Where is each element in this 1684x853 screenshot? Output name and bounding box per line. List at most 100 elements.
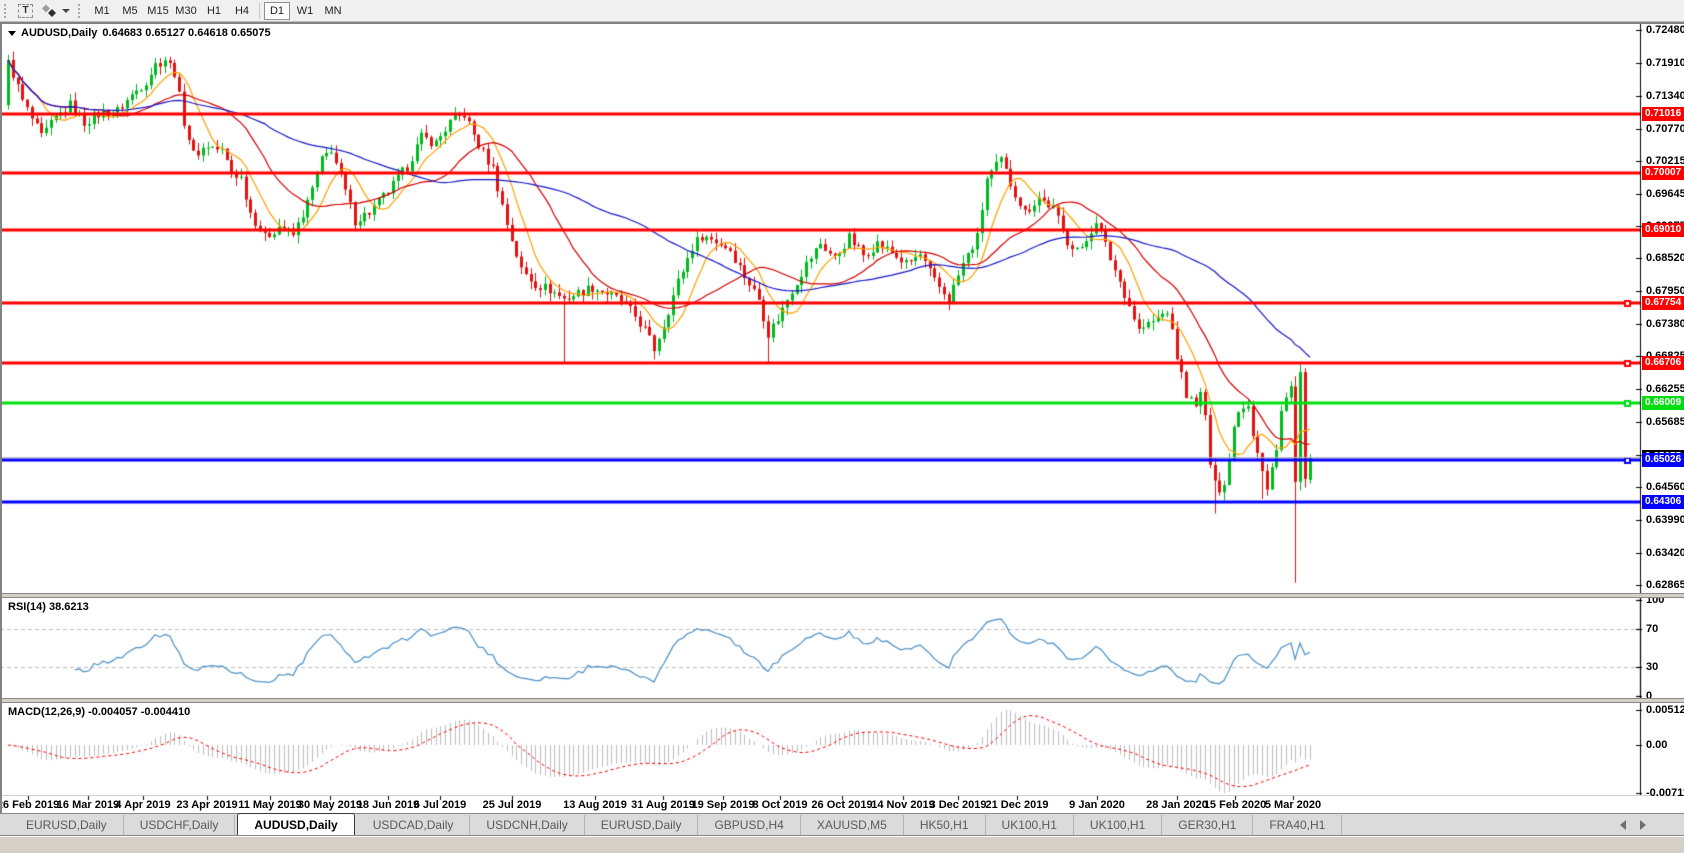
date-tick-label: 3 Dec 2019	[929, 799, 987, 811]
main-chart-canvas[interactable]	[0, 24, 1684, 593]
level-price-label: 0.66706	[1642, 356, 1684, 371]
timeframe-button-m1[interactable]: M1	[94, 4, 110, 17]
toolbar-grip-icon[interactable]	[78, 3, 82, 18]
macd-tick-label: -0.007111	[1646, 787, 1684, 799]
tab-uk100-h1[interactable]: UK100,H1	[1074, 815, 1163, 835]
symbol-period-label: AUDUSD,Daily	[21, 27, 98, 39]
text-tool-button[interactable]: T	[14, 1, 37, 21]
timeframe-button-w1[interactable]: W1	[296, 4, 314, 17]
level-price-label: 0.65026	[1642, 453, 1684, 468]
toolbar: T M1 M5 M15 M30 H1 H4 D1 W1 MN	[0, 0, 1684, 22]
date-tick-label: 4 Apr 2019	[115, 799, 171, 811]
level-price-label: 0.66009	[1642, 396, 1684, 411]
rsi-tick-label: 0	[1646, 690, 1653, 702]
timeframe-button-m30[interactable]: M30	[175, 4, 197, 17]
date-tick-label: 13 Aug 2019	[563, 799, 627, 811]
rsi-tick-label: 30	[1646, 661, 1659, 674]
tab-hk50-h1[interactable]: HK50,H1	[904, 815, 986, 835]
macd-tick-label: 0.005121	[1646, 704, 1684, 716]
date-tick-label: 31 Aug 2019	[631, 799, 695, 811]
tab-uk100-h1[interactable]: UK100,H1	[986, 815, 1074, 835]
chart-tab-bar: EURUSD,Daily USDCHF,Daily AUDUSD,Daily USDC…	[0, 813, 1684, 835]
level-price-label: 0.67754	[1642, 295, 1684, 310]
price-tick-label: 0.66255	[1646, 383, 1684, 396]
level-price-label: 0.71016	[1642, 107, 1684, 122]
timeframe-button-h4[interactable]: H4	[234, 4, 250, 17]
tab-eurusd-daily[interactable]: EURUSD,Daily	[585, 815, 699, 835]
scroll-tabs-right-icon[interactable]	[1640, 820, 1646, 830]
price-tick-label: 0.63420	[1646, 546, 1684, 559]
date-tick-label: 6 Jul 2019	[413, 799, 467, 811]
price-tick-label: 0.63990	[1646, 513, 1684, 526]
date-tick-label: 30 May 2019	[297, 799, 363, 811]
date-tick-label: 14 Nov 2019	[871, 799, 935, 811]
date-tick-label: 5 Mar 2020	[1264, 799, 1322, 811]
level-price-label: 0.70007	[1642, 165, 1684, 180]
tab-xauusd-m5[interactable]: XAUUSD,M5	[801, 815, 904, 835]
date-axis-canvas	[0, 796, 1684, 813]
text-tool-icon: T	[18, 3, 33, 18]
date-tick-label: 26 Oct 2019	[811, 799, 873, 811]
date-tick-label: 11 May 2019	[238, 799, 302, 811]
tab-gbpusd-h4[interactable]: GBPUSD,H4	[698, 815, 801, 835]
timeframe-button-m15[interactable]: M15	[147, 4, 169, 17]
price-tick-label: 0.67380	[1646, 318, 1684, 331]
date-tick-label: 16 Mar 2019	[56, 799, 120, 811]
date-tick-label: 28 Jan 2020	[1146, 799, 1208, 811]
dropdown-caret-icon	[62, 8, 70, 13]
tab-usdcad-daily[interactable]: USDCAD,Daily	[357, 815, 471, 835]
panel-splitter[interactable]	[0, 698, 1684, 703]
price-tick-label: 0.70215	[1646, 154, 1684, 167]
tab-usdcnh-daily[interactable]: USDCNH,Daily	[470, 815, 585, 835]
price-tick-label: 0.62865	[1646, 578, 1684, 591]
date-tick-label: 8 Oct 2019	[752, 799, 808, 811]
timeframe-button-m5[interactable]: M5	[122, 4, 138, 17]
rsi-indicator-label: RSI(14) 38.6213	[8, 601, 89, 613]
tab-bar-stub	[0, 814, 10, 835]
rsi-tick-label: 70	[1646, 622, 1659, 635]
date-tick-label: 26 Feb 2019	[0, 799, 60, 811]
date-tick-label: 15 Feb 2020	[1203, 799, 1267, 811]
tab-usdchf-daily[interactable]: USDCHF,Daily	[124, 815, 236, 835]
price-tick-label: 0.71910	[1646, 56, 1684, 69]
tab-audusd-daily[interactable]: AUDUSD,Daily	[237, 813, 355, 835]
date-tick-label: 19 Sep 2019	[691, 799, 755, 811]
style-diamonds-icon	[42, 4, 56, 17]
price-tick-label: 0.65685	[1646, 416, 1684, 429]
ohlc-readout: 0.64683 0.65127 0.64618 0.65075	[102, 27, 271, 39]
tab-scroll-arrows	[1620, 820, 1646, 830]
chart-title: AUDUSD,Daily 0.64683 0.65127 0.64618 0.6…	[8, 27, 271, 39]
date-tick-label: 25 Jul 2019	[482, 799, 542, 811]
price-tick-label: 0.70770	[1646, 122, 1684, 135]
level-price-label: 0.69010	[1642, 223, 1684, 238]
price-tick-label: 0.64560	[1646, 480, 1684, 493]
date-tick-label: 9 Jan 2020	[1069, 799, 1125, 811]
scroll-tabs-left-icon[interactable]	[1620, 820, 1626, 830]
rsi-chart-canvas[interactable]	[0, 598, 1684, 698]
macd-chart-canvas[interactable]	[0, 703, 1684, 795]
panel-splitter[interactable]	[0, 593, 1684, 598]
tab-ger30-h1[interactable]: GER30,H1	[1162, 815, 1254, 835]
style-tool-button[interactable]	[37, 1, 74, 21]
price-tick-label: 0.67950	[1646, 285, 1684, 298]
macd-tick-label: 0.00	[1646, 739, 1668, 751]
collapse-chart-icon[interactable]	[8, 30, 16, 36]
timeframe-button-group: M1 M5 M15 M30 H1 H4 D1 W1 MN	[88, 1, 347, 20]
tab-list: EURUSD,Daily USDCHF,Daily AUDUSD,Daily USDC…	[10, 813, 1343, 835]
timeframe-button-h1[interactable]: H1	[206, 4, 222, 17]
timeframe-button-mn[interactable]: MN	[324, 4, 342, 17]
price-tick-label: 0.69645	[1646, 187, 1684, 200]
timeframe-button-d1[interactable]: D1	[264, 1, 290, 20]
price-tick-label: 0.72480	[1646, 24, 1684, 36]
status-bar	[0, 835, 1684, 853]
tab-fra40-h1[interactable]: FRA40,H1	[1253, 815, 1343, 835]
tab-eurusd-daily[interactable]: EURUSD,Daily	[10, 815, 124, 835]
date-tick-label: 23 Apr 2019	[176, 799, 238, 811]
toolbar-grip-icon[interactable]	[4, 3, 8, 18]
date-tick-label: 18 Jun 2019	[356, 799, 420, 811]
macd-indicator-label: MACD(12,26,9) -0.004057 -0.004410	[8, 706, 191, 718]
price-tick-label: 0.68520	[1646, 252, 1684, 265]
date-tick-label: 21 Dec 2019	[985, 799, 1049, 811]
price-tick-label: 0.71340	[1646, 89, 1684, 102]
level-price-label: 0.64306	[1642, 494, 1684, 509]
